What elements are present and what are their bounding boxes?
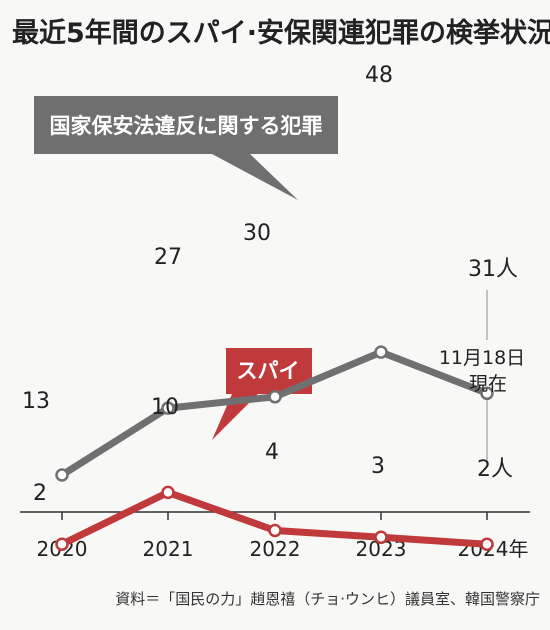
data-point xyxy=(161,485,175,500)
as-of-note-date: 11月18日 xyxy=(439,347,525,369)
x-tick-label: 2022 xyxy=(250,537,301,561)
data-label: 3 xyxy=(371,454,385,479)
data-label: 4 xyxy=(265,440,279,465)
data-label: 13 xyxy=(22,389,50,414)
gray-series-name: 国家保安法違反に関する犯罪 xyxy=(50,114,323,138)
data-point xyxy=(374,530,388,545)
data-label: 31人 xyxy=(468,257,518,282)
red-series-name: スパイ xyxy=(237,359,300,383)
data-label: 27 xyxy=(154,245,182,270)
data-point xyxy=(55,468,69,482)
chart-title: 最近5年間のスパイ·安保関連犯罪の検挙状況 xyxy=(12,17,550,49)
data-label: 48 xyxy=(365,63,393,88)
source-note: 資料＝「国民の力」趙恩禧（チョ·ウンヒ）議員室、韓国警察庁 xyxy=(115,590,540,608)
data-point xyxy=(268,523,282,538)
data-label: 2 xyxy=(33,481,47,506)
data-point xyxy=(161,401,175,415)
series-layer xyxy=(55,345,494,551)
data-point xyxy=(55,537,69,551)
data-labels: 13 27 30 48 31人 2 10 4 3 2人 xyxy=(22,63,518,506)
data-label: 10 xyxy=(151,395,179,420)
red-series-callout xyxy=(212,348,312,440)
as-of-note-text: 現在 xyxy=(469,373,507,395)
gray-series-callout xyxy=(34,96,338,200)
data-point xyxy=(374,345,388,359)
data-point xyxy=(480,386,494,401)
data-label: 30 xyxy=(243,221,271,246)
data-point xyxy=(268,390,282,404)
x-tick-label: 2021 xyxy=(143,537,194,561)
data-label: 2人 xyxy=(477,457,513,482)
data-point xyxy=(480,537,494,551)
